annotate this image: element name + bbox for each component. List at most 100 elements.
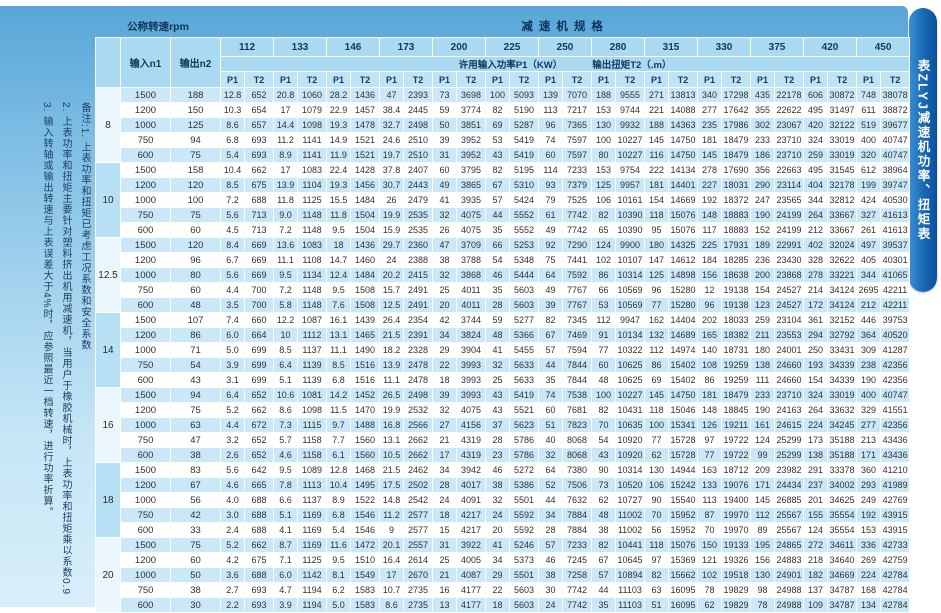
t2-cell: 1504 — [350, 222, 381, 238]
n2-cell: 43 — [169, 372, 222, 388]
t2-cell: 10431 — [615, 402, 646, 418]
p1-cell: 150 — [697, 537, 723, 553]
t2-cell: 654 — [244, 102, 275, 118]
t2-cell: 2510 — [403, 132, 434, 148]
t2-cell: 18382 — [721, 327, 752, 343]
t2-cell: 39747 — [880, 177, 911, 193]
t2-cell: 11002 — [615, 522, 646, 538]
p1-cell: 24 — [485, 507, 511, 523]
p1-cell: 125 — [591, 177, 617, 193]
p1-cell: 106 — [591, 192, 617, 208]
p1-cell: 8.5 — [326, 357, 352, 373]
p1-cell: 19.9 — [379, 207, 405, 223]
t2-cell: 40301 — [880, 252, 911, 268]
t2-cell: 17690 — [721, 162, 752, 178]
t2-cell: 3698 — [456, 87, 487, 103]
p1-cell: 31 — [432, 147, 458, 163]
power-unit-label: 许用输入功率P1（KW） — [458, 60, 563, 71]
p1-cell: 31 — [432, 537, 458, 553]
p1-cell: 5.6 — [220, 207, 246, 223]
p1-cell: 156 — [750, 552, 776, 568]
p1-cell: 99 — [750, 447, 776, 463]
t2-cell: 3993 — [456, 357, 487, 373]
t2-header: T2 — [403, 71, 434, 88]
n1-cell: 1200 — [120, 252, 171, 268]
p1-cell: 35 — [485, 222, 511, 238]
p1-cell: 424 — [856, 192, 882, 208]
p1-cell: 6.8 — [326, 507, 352, 523]
t2-cell: 19722 — [721, 432, 752, 448]
t2-cell: 688 — [244, 522, 275, 538]
ratio-cell: 16 — [95, 387, 121, 463]
t2-cell: 43436 — [880, 432, 911, 448]
p1-cell: 190 — [750, 207, 776, 223]
p1-cell: 277 — [697, 102, 723, 118]
p1-cell: 14.2 — [326, 387, 352, 403]
t2-cell: 39753 — [880, 312, 911, 328]
t2-cell: 1194 — [297, 582, 328, 598]
p1-cell: 102 — [697, 567, 723, 583]
t2-cell: 652 — [244, 387, 275, 403]
p1-cell: 6.0 — [273, 567, 299, 583]
t2-cell: 7767 — [562, 282, 593, 298]
t2-cell: 42784 — [880, 567, 911, 583]
p1-cell: 227 — [697, 177, 723, 193]
t2-cell: 10569 — [615, 282, 646, 298]
t2-cell: 18712 — [721, 462, 752, 478]
p1-cell: 51 — [644, 597, 670, 613]
t2-cell: 5501 — [509, 492, 540, 508]
size-header: 330 — [697, 37, 752, 57]
t2-cell: 10227 — [615, 387, 646, 403]
p1-cell: 23 — [485, 447, 511, 463]
p1-cell: 48 — [591, 372, 617, 388]
n2-cell: 30 — [169, 597, 222, 613]
p1-cell: 109 — [803, 597, 829, 613]
p1-cell: 18 — [326, 237, 352, 253]
t2-cell: 25567 — [774, 522, 805, 538]
t2-cell: 35188 — [827, 432, 858, 448]
p1-cell: 611 — [856, 102, 882, 118]
p1-cell: 34 — [538, 507, 564, 523]
p1-cell: 9.5 — [273, 267, 299, 283]
t2-cell: 672 — [244, 417, 275, 433]
p1-cell: 113 — [697, 492, 723, 508]
units-header: 许用输入功率P1（KW） 输出扭矩T2（.m） — [220, 56, 911, 72]
t2-cell: 5246 — [509, 537, 540, 553]
p1-cell: 79 — [538, 192, 564, 208]
p1-cell: 86 — [591, 267, 617, 283]
t2-cell: 3795 — [456, 162, 487, 178]
t2-cell: 34611 — [827, 537, 858, 553]
p1-cell: 41 — [485, 537, 511, 553]
p1-cell: 18.2 — [379, 342, 405, 358]
t2-cell: 10107 — [615, 252, 646, 268]
t2-cell: 43915 — [880, 522, 911, 538]
p1-cell: 218 — [803, 552, 829, 568]
p1-cell: 153 — [591, 162, 617, 178]
p1-cell: 5.8 — [273, 297, 299, 313]
p1-cell: 213 — [856, 432, 882, 448]
note-2: 2. 上表功率和扭矩主要针对塑料挤出机用减速机，当用户于橡胶机械时，上表功率和扭… — [60, 102, 71, 596]
p1-cell: 163 — [697, 462, 723, 478]
p1-cell: 324 — [803, 132, 829, 148]
p1-cell: 277 — [856, 417, 882, 433]
p1-cell: 20.1 — [379, 537, 405, 553]
size-header: 200 — [432, 37, 487, 57]
p1-cell: 8.7 — [273, 537, 299, 553]
p1-cell: 70 — [697, 522, 723, 538]
output-n2-header: 输出n2 — [169, 37, 222, 88]
t2-cell: 33221 — [827, 267, 858, 283]
p1-cell: 264 — [803, 402, 829, 418]
p1-header: P1 — [856, 71, 882, 88]
p1-cell: 4.6 — [220, 477, 246, 493]
t2-cell: 4091 — [456, 492, 487, 508]
t2-cell: 1134 — [297, 267, 328, 283]
t2-cell: 4177 — [456, 582, 487, 598]
p1-cell: 4.5 — [220, 222, 246, 238]
p1-cell: 35 — [591, 597, 617, 613]
t2-cell: 33019 — [827, 387, 858, 403]
p1-cell: 24.6 — [379, 132, 405, 148]
n2-cell: 120 — [169, 177, 222, 193]
n1-cell: 750 — [120, 582, 171, 598]
p1-cell: 2695 — [856, 282, 882, 298]
t2-cell: 1457 — [350, 102, 381, 118]
